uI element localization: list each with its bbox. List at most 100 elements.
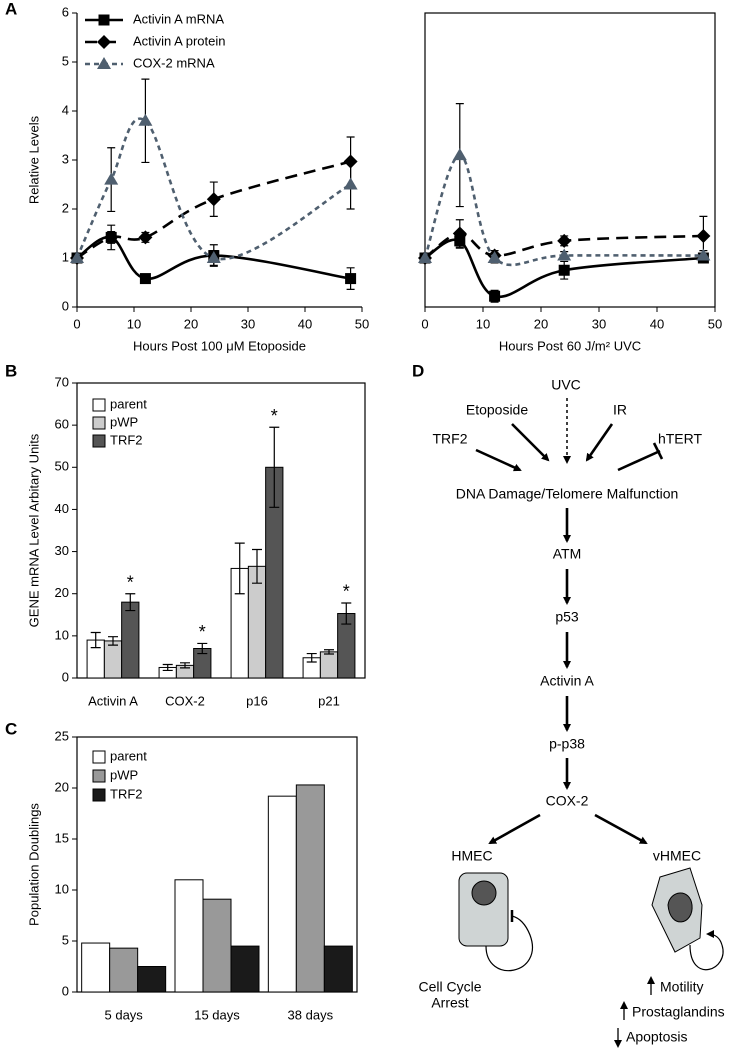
node-label: Etoposide	[466, 402, 528, 418]
node-label: UVC	[551, 377, 581, 393]
error-bar	[234, 542, 245, 595]
panel-label: A	[5, 0, 17, 18]
y-axis-label: GENE mRNA Level Arbitary Units	[26, 433, 41, 627]
y-tick-label: 0	[62, 669, 69, 684]
arrow	[488, 813, 541, 845]
legend-label: TRF2	[110, 432, 143, 447]
marker	[206, 251, 221, 263]
significance-label: *	[199, 622, 206, 642]
x-tick-label: 10	[127, 316, 141, 331]
node-label: Arrest	[431, 995, 468, 1011]
marker	[139, 273, 151, 285]
arrow	[475, 448, 522, 472]
plot-frame	[424, 12, 716, 308]
marker	[138, 230, 153, 245]
x-tick-label: 40	[650, 316, 664, 331]
x-tick-label: 30	[592, 316, 606, 331]
bar	[202, 898, 232, 993]
x-tick-label: 30	[241, 316, 255, 331]
error-bar	[306, 652, 317, 663]
legend-swatch	[92, 750, 106, 764]
error-bar	[341, 602, 352, 625]
node-label: COX-2	[546, 793, 589, 809]
y-tick-label: 0	[62, 298, 69, 313]
pathway-diagram: UVC Etoposide IR TRF2 hTERT DNA Damage/T…	[418, 377, 725, 1048]
legend-swatch	[92, 434, 106, 448]
significance-label: *	[127, 572, 134, 592]
error-bar	[90, 631, 101, 649]
error-bar	[108, 636, 118, 646]
node-label: p53	[555, 609, 579, 625]
node-label: vHMEC	[653, 848, 701, 864]
legend-label: pWP	[110, 767, 138, 782]
error-bar	[252, 548, 262, 584]
bar	[295, 784, 325, 993]
x-tick-label: 50	[355, 316, 369, 331]
y-tick-label: 15	[55, 830, 69, 845]
node-label: Cell Cycle	[418, 979, 481, 995]
y-tick-label: 40	[55, 501, 69, 516]
loop-arrow	[485, 915, 533, 972]
significance-label: *	[271, 406, 278, 426]
x-tick-label: 15 days	[194, 1007, 240, 1022]
legend-label: TRF2	[110, 786, 143, 801]
x-axis-label: Hours Post 60 J/m² UVC	[499, 338, 641, 353]
x-tick-label: 10	[476, 316, 490, 331]
marker	[206, 192, 221, 207]
node-label: Motility	[660, 979, 704, 995]
x-tick-label: 50	[708, 316, 722, 331]
bar	[323, 945, 353, 993]
x-tick-label: 0	[421, 316, 428, 331]
x-tick-label: p16	[246, 693, 268, 708]
y-tick-label: 5	[62, 53, 69, 68]
node-label: IR	[613, 402, 627, 418]
bar	[121, 601, 140, 679]
x-tick-label: COX-2	[165, 693, 205, 708]
bar	[174, 879, 204, 993]
bar	[267, 795, 297, 993]
marker	[487, 251, 502, 263]
y-tick-label: 0	[62, 983, 69, 998]
y-tick-label: 70	[55, 374, 69, 389]
marker	[343, 177, 358, 190]
arrow	[511, 423, 550, 462]
node-label: p-p38	[549, 736, 585, 752]
legend-swatch	[92, 416, 106, 430]
legend-marker	[97, 35, 111, 49]
marker	[452, 226, 467, 241]
y-tick-label: 25	[55, 728, 69, 743]
x-tick-label: Activin A	[88, 693, 138, 708]
error-bar	[162, 663, 173, 672]
x-tick-label: 20	[534, 316, 548, 331]
bar	[81, 942, 111, 993]
node-label: hTERT	[658, 431, 703, 447]
marker	[104, 172, 119, 185]
error-bar	[197, 642, 208, 655]
marker	[345, 273, 357, 285]
arrow	[594, 813, 648, 845]
node-label: ATM	[553, 546, 582, 562]
marker	[489, 290, 501, 302]
y-axis-label: Relative Levels	[26, 115, 41, 204]
legend-label: Activin A mRNA	[133, 11, 224, 26]
loop-arrow	[689, 930, 724, 971]
node-label: HMEC	[451, 848, 492, 864]
y-tick-label: 1	[62, 249, 69, 264]
y-tick-label: 5	[62, 932, 69, 947]
y-axis-label: Population Doublings	[26, 803, 41, 926]
nucleus	[667, 892, 693, 923]
legend-swatch	[92, 788, 106, 802]
legend-marker	[97, 57, 111, 69]
marker	[70, 251, 84, 263]
nucleus	[471, 880, 497, 906]
x-tick-label: 20	[184, 316, 198, 331]
legend-label: parent	[110, 748, 147, 763]
series-line	[75, 117, 352, 261]
bar	[103, 640, 123, 679]
plot-frame	[76, 382, 366, 679]
inhibit-line	[617, 449, 661, 472]
node-label: Activin A	[540, 673, 594, 689]
error-bar	[324, 649, 334, 655]
y-tick-label: 6	[62, 4, 69, 19]
arrow	[585, 423, 614, 462]
